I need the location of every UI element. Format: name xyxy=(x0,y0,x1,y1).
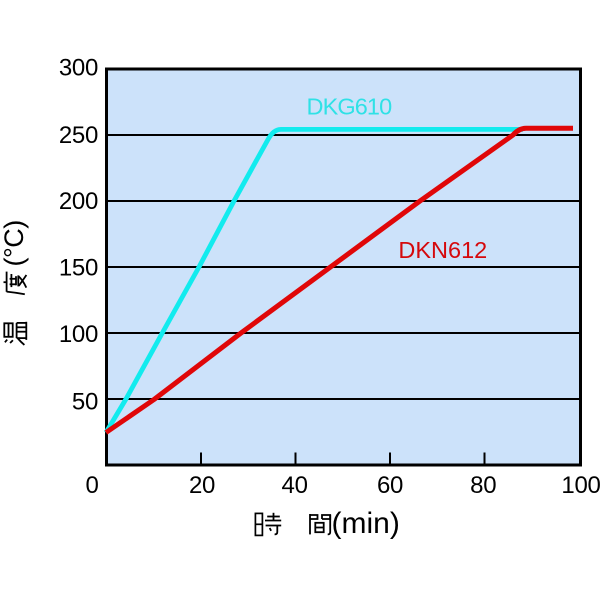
svg-text:300: 300 xyxy=(59,55,98,82)
svg-text:0: 0 xyxy=(85,472,98,499)
svg-text:20: 20 xyxy=(189,472,215,499)
svg-text:DKN612: DKN612 xyxy=(398,237,487,263)
svg-text:(°C): (°C) xyxy=(0,220,29,266)
svg-text:250: 250 xyxy=(59,122,98,149)
svg-text:(min): (min) xyxy=(332,507,400,540)
svg-text:200: 200 xyxy=(59,188,98,215)
svg-text:DKG610: DKG610 xyxy=(307,94,393,120)
svg-text:100: 100 xyxy=(561,472,600,499)
svg-text:150: 150 xyxy=(59,255,98,282)
svg-text:60: 60 xyxy=(377,472,403,499)
svg-text:80: 80 xyxy=(470,472,496,499)
svg-text:100: 100 xyxy=(59,321,98,348)
svg-text:50: 50 xyxy=(72,389,98,416)
svg-text:40: 40 xyxy=(282,472,308,499)
